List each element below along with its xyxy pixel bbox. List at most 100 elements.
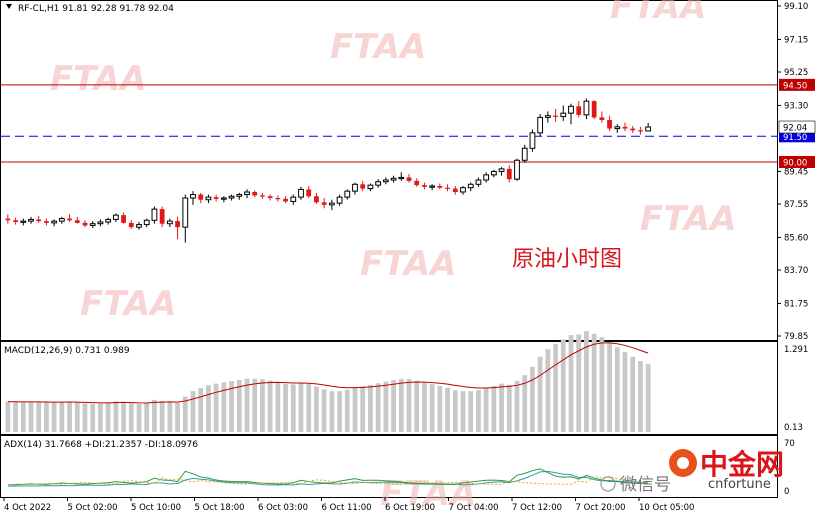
candle-body <box>321 202 327 205</box>
candle-body <box>638 130 643 132</box>
candle-body <box>290 196 297 202</box>
macd-bar <box>607 342 612 432</box>
macd-bar <box>422 382 427 432</box>
adx-y-tick: 70 <box>784 439 795 449</box>
macd-bar <box>630 356 636 432</box>
watermark: FTAA <box>360 244 456 284</box>
candle-body <box>213 197 219 199</box>
macd-bar <box>560 339 566 432</box>
logo: 中金网 cnfortune 微信号 <box>600 448 784 495</box>
candle-body <box>28 218 34 222</box>
candle-body <box>645 126 652 132</box>
macd-y-tick: 1.291 <box>784 345 808 355</box>
price-y-axis: 99.10 97.15 95.25 93.30 89.45 87.55 85.60 83.70… <box>777 2 808 342</box>
price-y-tick: 97.15 <box>784 35 808 45</box>
candle-body <box>344 190 351 198</box>
candle-body <box>267 196 273 198</box>
x-tick-label: 7 Oct 12:00 <box>512 503 562 513</box>
candle-body <box>205 196 212 201</box>
macd-bar <box>221 382 227 432</box>
candle-body <box>105 218 112 223</box>
candle-body <box>13 220 18 222</box>
watermark: FTAA <box>50 59 146 99</box>
price-panel-frame <box>0 0 778 341</box>
macd-bar <box>622 352 628 432</box>
macd-bar <box>175 402 180 432</box>
candle-body <box>506 168 512 180</box>
candle-body <box>460 187 466 193</box>
candle-body <box>352 183 358 192</box>
x-tick-label: 5 Oct 18:00 <box>195 503 245 513</box>
macd-indicator <box>5 331 651 432</box>
macd-bar <box>182 396 188 432</box>
candle-body <box>591 101 597 118</box>
macd-bar <box>90 403 96 432</box>
wechat-icon <box>600 476 616 492</box>
macd-bar <box>82 403 88 432</box>
macd-bar <box>499 383 504 432</box>
macd-bar <box>638 361 643 432</box>
macd-bar <box>74 402 80 432</box>
macd-bar <box>152 399 157 432</box>
candle-body <box>275 198 281 200</box>
candle-body <box>467 183 474 189</box>
candle-body <box>159 209 165 224</box>
price-y-tick: 83.70 <box>784 266 808 276</box>
x-tick-label: 5 Oct 02:00 <box>68 503 118 513</box>
logo-sub: cnfortune <box>708 477 771 492</box>
candle-body <box>475 179 482 185</box>
watermark: FTAA <box>640 199 736 239</box>
candle-body <box>283 198 288 202</box>
macd-bar <box>537 356 543 432</box>
watermarks: FTAA FTAA FTAA FTAA FTAA FTAA FTAA <box>50 0 736 514</box>
price-y-tick: 99.10 <box>784 2 808 12</box>
macd-bar <box>229 381 234 432</box>
candle-body <box>260 195 265 197</box>
candle-body <box>328 202 335 206</box>
macd-bar <box>591 333 597 432</box>
candle-body <box>622 126 628 129</box>
macd-bar <box>352 387 358 432</box>
watermark: FTAA <box>380 474 476 514</box>
candle-body <box>630 128 636 131</box>
macd-panel-header: MACD(12,26,9) 0.731 0.989 <box>4 346 130 356</box>
macd-bar <box>522 375 528 432</box>
candle-body <box>414 180 420 186</box>
collapse-triangle-icon[interactable] <box>6 4 12 9</box>
macd-bar <box>36 402 42 432</box>
watermark: FTAA <box>330 27 426 67</box>
macd-bar <box>445 387 450 432</box>
candle-body <box>568 105 574 114</box>
macd-bar <box>105 402 111 432</box>
candle-body <box>228 195 235 199</box>
candle-body <box>314 196 319 203</box>
macd-bar <box>113 401 119 432</box>
macd-bar <box>576 334 582 432</box>
candle-body <box>306 189 312 197</box>
wechat-label: 微信号 <box>620 475 671 495</box>
level-label: 90.00 <box>783 159 807 169</box>
time-x-axis: 4 Oct 2022 5 Oct 02:00 5 Oct 10:00 5 Oct 18… <box>3 497 694 513</box>
candle-body <box>58 218 65 222</box>
adx-line <box>7 470 649 487</box>
macd-bar <box>476 390 481 432</box>
chart-annotation: 原油小时图 <box>512 247 622 272</box>
macd-bar <box>5 401 11 432</box>
candle-body <box>553 115 558 117</box>
macd-bar <box>406 379 412 432</box>
x-tick-label: 7 Oct 20:00 <box>576 503 626 513</box>
macd-signal-line <box>7 342 649 404</box>
level-label-bg <box>779 78 815 91</box>
macd-bar <box>483 388 489 432</box>
candle-body <box>382 179 389 183</box>
level-label-bg <box>779 156 815 168</box>
candle-body <box>521 147 528 161</box>
macd-bar <box>236 379 242 432</box>
candle-body <box>498 168 505 172</box>
candle-body <box>136 224 142 228</box>
macd-bar <box>275 381 281 432</box>
minus-di-line <box>7 476 649 486</box>
adx-indicator <box>7 468 649 487</box>
candle-body <box>20 220 27 223</box>
